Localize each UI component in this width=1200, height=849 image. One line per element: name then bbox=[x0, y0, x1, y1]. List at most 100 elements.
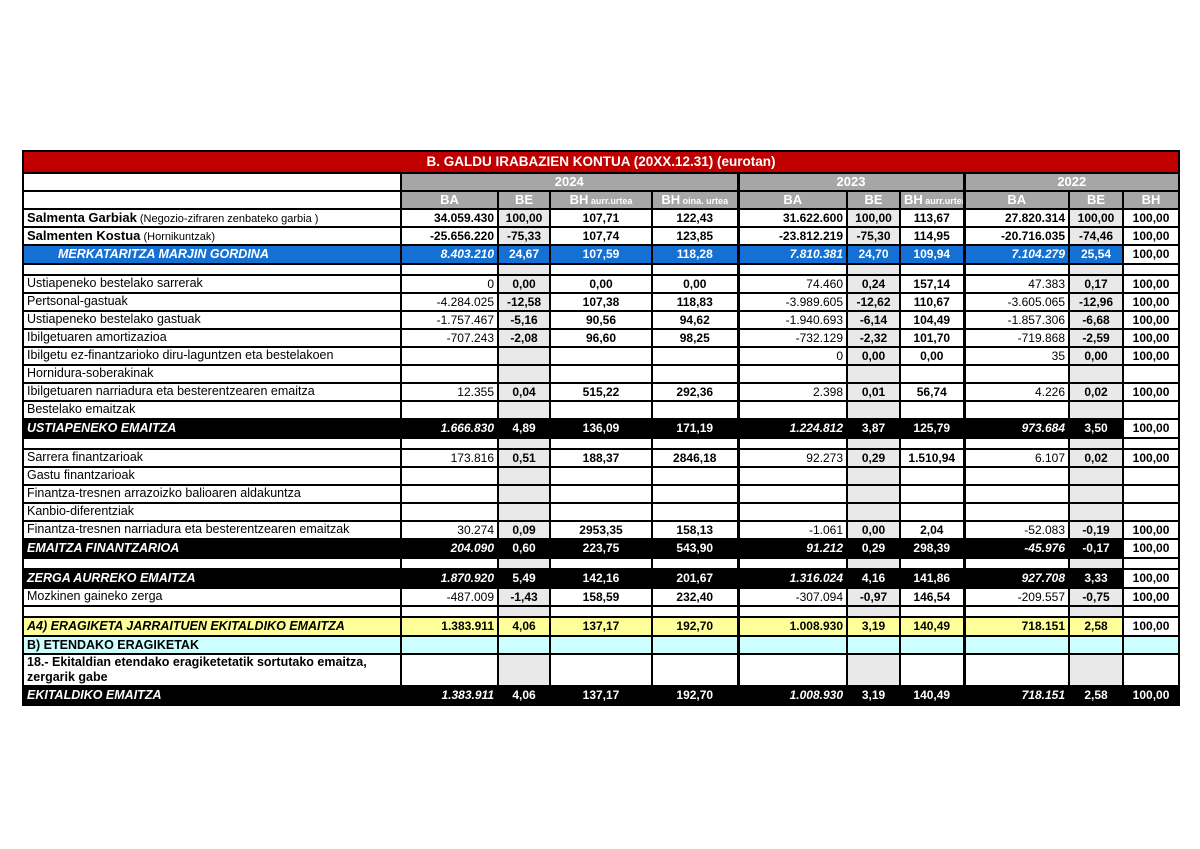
column-header-label: BH bbox=[904, 192, 923, 208]
column-header-cell: BA bbox=[736, 190, 848, 210]
value-cell: -719.868 bbox=[962, 328, 1070, 348]
profit-loss-table: B. GALDU IRABAZIEN KONTUA (20XX.12.31) (… bbox=[21, 150, 1181, 706]
table-row: Salmenten Kostua (Hornikuntzak) -25.656.2… bbox=[22, 226, 1181, 246]
value-cell bbox=[846, 437, 901, 450]
value-cell: 2846,18 bbox=[651, 448, 739, 468]
value-cell: 1.383.911 bbox=[400, 685, 499, 706]
value-cell: -12,62 bbox=[846, 292, 901, 312]
value-cell: 92.273 bbox=[736, 448, 848, 468]
column-header-cell: BE bbox=[497, 190, 551, 210]
value-cell: 0,51 bbox=[497, 448, 551, 468]
value-cell: 100,00 bbox=[1121, 208, 1181, 228]
value-cell: 114,95 bbox=[899, 226, 965, 246]
value-cell: 100,00 bbox=[1121, 244, 1181, 265]
value-cell: 5,49 bbox=[497, 568, 551, 589]
value-cell: 122,43 bbox=[651, 208, 739, 228]
value-cell: 110,67 bbox=[899, 292, 965, 312]
row-label: Pertsonal-gastuak bbox=[22, 292, 402, 312]
column-header-label: BA bbox=[440, 192, 459, 208]
row-label: B) ETENDAKO ERAGIKETAK bbox=[22, 635, 402, 655]
column-header-cell: BA bbox=[400, 190, 499, 210]
value-cell: 718.151 bbox=[962, 616, 1070, 637]
value-cell: 100,00 bbox=[1121, 587, 1181, 607]
value-cell bbox=[899, 484, 965, 504]
value-cell: 223,75 bbox=[549, 538, 653, 559]
value-cell: -2,32 bbox=[846, 328, 901, 348]
value-cell: 927.708 bbox=[962, 568, 1070, 589]
value-cell: 8.403.210 bbox=[400, 244, 499, 265]
value-cell: 2,58 bbox=[1068, 616, 1124, 637]
row-label-note: (Negozio-zifraren zenbateko garbia ) bbox=[136, 212, 319, 225]
value-cell bbox=[1068, 466, 1124, 486]
row-label: USTIAPENEKO EMAITZA bbox=[22, 418, 402, 439]
value-cell: 100,00 bbox=[1121, 226, 1181, 246]
value-cell bbox=[899, 635, 965, 655]
row-label: EMAITZA FINANTZARIOA bbox=[22, 538, 402, 559]
column-header-cell: BH oina. urtea bbox=[651, 190, 739, 210]
value-cell: 192,70 bbox=[651, 685, 739, 706]
value-cell bbox=[497, 557, 551, 570]
row-label-text: B) ETENDAKO ERAGIKETAK bbox=[27, 637, 199, 652]
value-cell bbox=[736, 437, 848, 450]
table-row: Bestelako emaitzak bbox=[22, 400, 1181, 420]
value-cell: 107,71 bbox=[549, 208, 653, 228]
table-row bbox=[22, 605, 1181, 618]
value-cell: 1.008.930 bbox=[736, 685, 848, 706]
value-cell: -12,58 bbox=[497, 292, 551, 312]
value-cell: 3,19 bbox=[846, 616, 901, 637]
row-label-text: Finantza-tresnen narriadura eta besteren… bbox=[27, 522, 350, 537]
value-cell: 100,00 bbox=[846, 208, 901, 228]
row-label-text: Pertsonal-gastuak bbox=[27, 294, 128, 309]
value-cell: 118,83 bbox=[651, 292, 739, 312]
value-cell: 204.090 bbox=[400, 538, 499, 559]
value-cell: 173.816 bbox=[400, 448, 499, 468]
table-row: A4) ERAGIKETA JARRAITUEN EKITALDIKO EMAI… bbox=[22, 616, 1181, 637]
value-cell bbox=[549, 557, 653, 570]
value-cell bbox=[962, 557, 1070, 570]
value-cell: 34.059.430 bbox=[400, 208, 499, 228]
table-row: Mozkinen gaineko zerga -487.009 -1,43 158,5… bbox=[22, 587, 1181, 607]
value-cell: 101,70 bbox=[899, 328, 965, 348]
value-cell: 1.510,94 bbox=[899, 448, 965, 468]
column-header-row: BA BE BH aurr.urtea BH oina. urtea BA BE BH au… bbox=[22, 190, 1181, 210]
value-cell bbox=[846, 635, 901, 655]
year-group-header-2024: 2024 bbox=[400, 172, 739, 192]
table-row: Ustiapeneko bestelako gastuak -1.757.467-… bbox=[22, 310, 1181, 330]
value-cell bbox=[736, 400, 848, 420]
value-cell: 718.151 bbox=[962, 685, 1070, 706]
value-cell bbox=[962, 635, 1070, 655]
value-cell: -6,14 bbox=[846, 310, 901, 330]
value-cell bbox=[400, 484, 499, 504]
table-row: B) ETENDAKO ERAGIKETAK bbox=[22, 635, 1181, 655]
value-cell bbox=[651, 605, 739, 618]
value-cell: 30.274 bbox=[400, 520, 499, 540]
table-row: EKITALDIKO EMAITZA 1.383.911 4,06 137,17 192… bbox=[22, 685, 1181, 706]
column-header-cell: BE bbox=[846, 190, 901, 210]
value-cell: 100,00 bbox=[1068, 208, 1124, 228]
value-cell: -25.656.220 bbox=[400, 226, 499, 246]
value-cell: 2953,35 bbox=[549, 520, 653, 540]
row-label: Ibilgetuaren amortizazioa bbox=[22, 328, 402, 348]
year-header-row: 2024 2023 2022 bbox=[22, 172, 1181, 192]
table-row: Ustiapeneko bestelako sarrerak 0 0,00 0,00 0… bbox=[22, 274, 1181, 294]
value-cell: 2,04 bbox=[899, 520, 965, 540]
table-row bbox=[22, 263, 1181, 276]
value-cell: 142,16 bbox=[549, 568, 653, 589]
row-label-text: USTIAPENEKO EMAITZA bbox=[27, 421, 177, 436]
value-cell: -209.557 bbox=[962, 587, 1070, 607]
value-cell: 0,04 bbox=[497, 382, 551, 402]
value-cell bbox=[899, 466, 965, 486]
value-cell bbox=[962, 466, 1070, 486]
value-cell bbox=[1121, 364, 1181, 384]
value-cell bbox=[400, 557, 499, 570]
table-row: Gastu finantzarioak bbox=[22, 466, 1181, 486]
value-cell: -23.812.219 bbox=[736, 226, 848, 246]
value-cell: 0,00 bbox=[846, 520, 901, 540]
value-cell: 2,58 bbox=[1068, 685, 1124, 706]
value-cell bbox=[962, 502, 1070, 522]
value-cell: 137,17 bbox=[549, 685, 653, 706]
row-label: Hornidura-soberakinak bbox=[22, 364, 402, 384]
value-cell: 0,09 bbox=[497, 520, 551, 540]
value-cell bbox=[1068, 400, 1124, 420]
table-row: Finantza-tresnen narriadura eta besteren… bbox=[22, 520, 1181, 540]
